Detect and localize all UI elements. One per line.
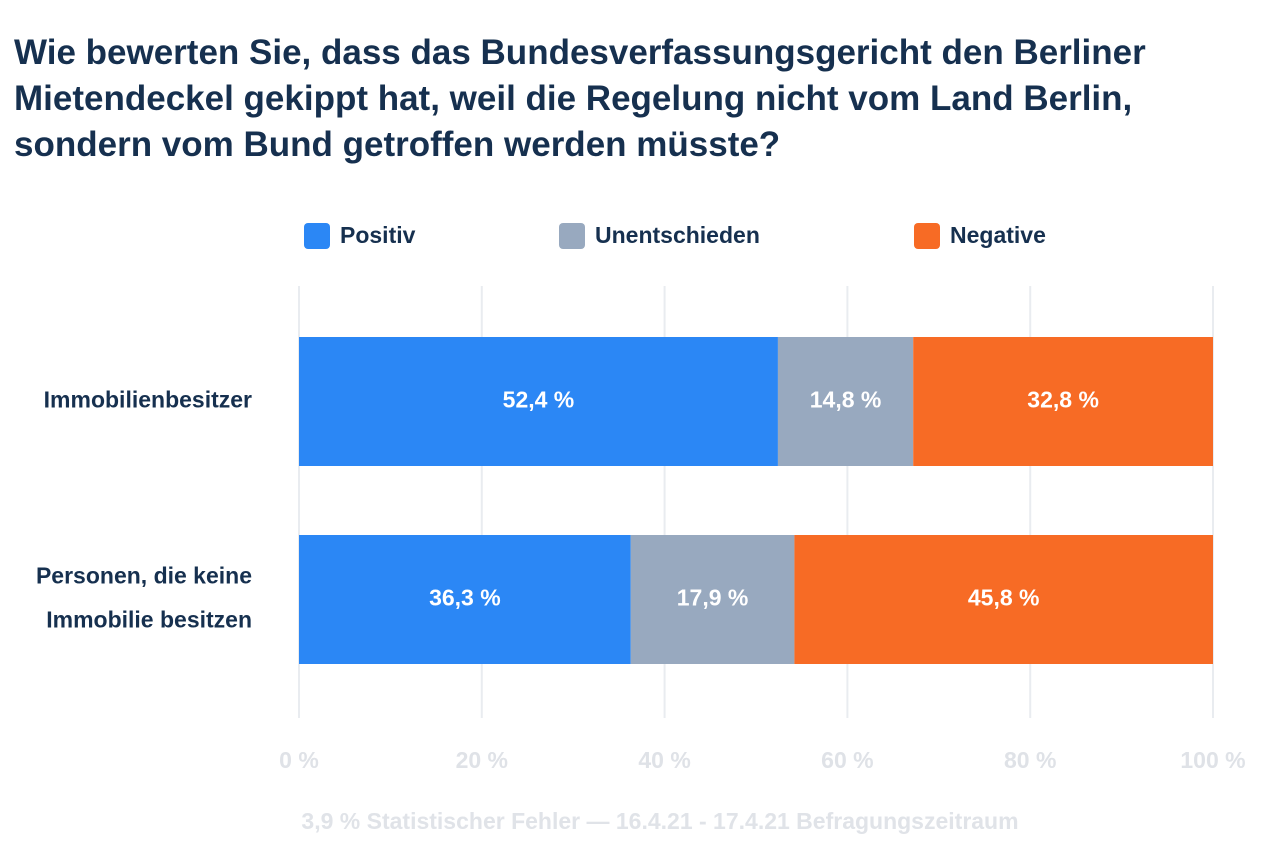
category-label: Personen, die keine bbox=[36, 563, 252, 589]
x-tick-label: 0 % bbox=[279, 747, 319, 773]
bar-segment-positiv bbox=[299, 337, 778, 466]
legend-swatch-unentschieden bbox=[559, 222, 585, 249]
footnote: 3,9 % Statistischer Fehler — 16.4.21 - 1… bbox=[301, 808, 1019, 834]
bar-segment-negative bbox=[913, 337, 1213, 466]
data-label: 14,8 % bbox=[810, 387, 882, 413]
x-tick-label: 100 % bbox=[1180, 747, 1245, 773]
legend-swatch-positiv bbox=[304, 222, 330, 249]
x-tick-label: 40 % bbox=[638, 747, 690, 773]
legend-item-positiv: Positiv bbox=[304, 222, 415, 249]
legend-item-unentschieden: Unentschieden bbox=[559, 222, 760, 249]
data-label: 32,8 % bbox=[1027, 387, 1099, 413]
x-tick-label: 60 % bbox=[821, 747, 873, 773]
data-label: 45,8 % bbox=[968, 585, 1040, 611]
bar-segment-positiv bbox=[299, 535, 631, 664]
data-label: 52,4 % bbox=[503, 387, 575, 413]
x-tick-label: 20 % bbox=[456, 747, 508, 773]
category-label: Immobilienbesitzer bbox=[44, 387, 252, 413]
bar-segment-negative bbox=[794, 535, 1213, 664]
bar-segment-unentschieden bbox=[777, 337, 914, 466]
data-label: 17,9 % bbox=[677, 585, 749, 611]
legend: Positiv Unentschieden Negative bbox=[0, 222, 1280, 258]
chart-title: Wie bewerten Sie, dass das Bundesverfass… bbox=[14, 33, 1146, 164]
data-label: 36,3 % bbox=[429, 585, 501, 611]
legend-swatch-negative bbox=[914, 222, 940, 249]
legend-label-positiv: Positiv bbox=[340, 222, 416, 248]
x-tick-label: 80 % bbox=[1004, 747, 1056, 773]
legend-item-negative: Negative bbox=[914, 222, 1046, 249]
bar-segment-unentschieden bbox=[630, 535, 795, 664]
legend-label-unentschieden: Unentschieden bbox=[595, 222, 760, 248]
legend-label-negative: Negative bbox=[950, 222, 1046, 248]
category-label: Immobilie besitzen bbox=[46, 607, 252, 633]
